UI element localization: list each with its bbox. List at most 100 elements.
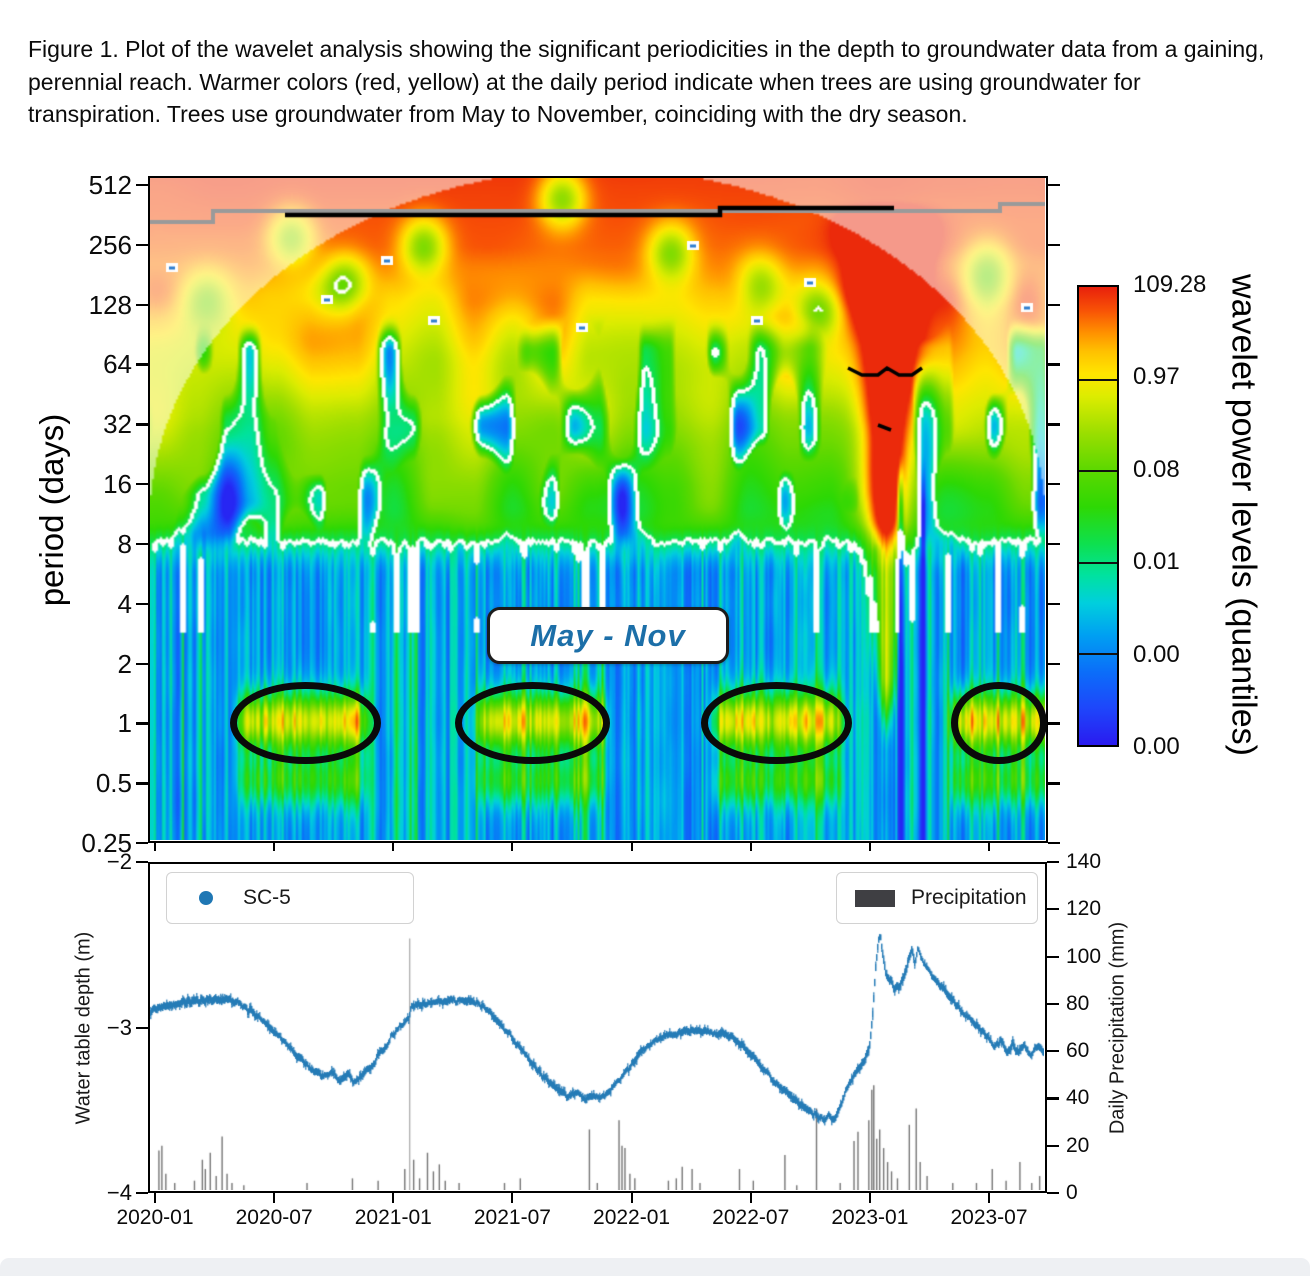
wavelet-y-tick-left [136,243,148,247]
wavelet-x-tick [392,843,395,851]
wavelet-y-tick-right [1048,542,1060,546]
ts-x-tick-label: 2023-01 [831,1206,909,1229]
wavelet-y-tick-left [136,662,148,665]
wavelet-y-tick-left [136,183,148,187]
ts-x-tick [630,1193,633,1203]
ts-y-tick-left [136,1192,148,1195]
ts-y-tick-label-left: −4 [106,1180,132,1205]
wavelet-y-tick-label: 64 [103,349,132,380]
ts-y-tick-right [1047,908,1059,911]
ts-x-tick-label: 2022-01 [593,1206,671,1229]
legend-sc5-label: SC-5 [243,886,291,909]
wavelet-y-tick-label: 0.5 [95,768,132,799]
ts-x-tick [749,1193,752,1203]
ts-x-tick [511,1193,514,1203]
daily-period-ellipse [454,682,610,765]
wavelet-y-tick-label: 16 [103,469,132,500]
ts-y-tick-left [136,861,148,864]
ts-x-tick-label: 2021-01 [354,1206,432,1229]
ts-x-tick-label: 2022-07 [712,1206,790,1229]
ts-x-tick [153,1193,156,1203]
ts-y-tick-right [1047,955,1059,958]
ts-x-tick-label: 2020-07 [235,1206,313,1229]
ts-y-tick-label-right: 20 [1066,1133,1090,1157]
wavelet-y-axis-label: period (days) [33,413,70,607]
wavelet-y-tick-right [1048,183,1060,187]
legend-precipitation: Precipitation [836,872,1038,924]
ts-y-tick-right [1047,1097,1059,1100]
sc5-marker-icon [199,891,213,905]
colorbar-title: wavelet power levels (quantiles) [1224,274,1263,756]
wavelet-y-tick-left [136,423,148,426]
wavelet-x-tick [988,843,990,851]
wavelet-y-tick-label: 2 [117,648,132,679]
wavelet-y-tick-right [1048,602,1060,606]
colorbar [1077,285,1119,747]
colorbar-level-tick [1079,470,1117,473]
precipitation-swatch-icon [855,889,895,907]
colorbar-tick-label: 0.01 [1133,548,1180,576]
ts-y-tick-right [1047,861,1059,864]
wavelet-y-tick-left [136,483,148,486]
daily-period-ellipse [701,682,852,765]
ts-x-tick [392,1193,395,1203]
wavelet-y-tick-right [1048,722,1060,725]
timeseries-right-axis-label: Daily Precipitation (mm) [1106,921,1129,1135]
wavelet-y-tick-left [136,842,148,845]
ts-x-tick-label: 2023-07 [950,1206,1028,1229]
wavelet-y-tick-left [136,303,148,306]
colorbar-tick-label: 0.08 [1133,455,1180,483]
wavelet-y-tick-right [1048,842,1060,845]
wavelet-x-tick [749,843,752,851]
ts-y-tick-label-right: 40 [1066,1086,1090,1110]
ts-y-tick-right [1047,1002,1059,1006]
colorbar-tick-label: 0.00 [1133,640,1180,668]
wavelet-y-tick-right [1048,483,1060,486]
colorbar-tick-label: 0.97 [1133,363,1180,391]
ts-y-tick-left [136,1026,148,1029]
figure-caption: Figure 1. Plot of the wavelet analysis s… [28,36,1265,128]
colorbar-level-tick [1079,653,1117,656]
daily-period-ellipse [230,682,382,765]
wavelet-x-tick [153,843,156,851]
ts-y-tick-right [1047,1050,1059,1053]
wavelet-y-tick-right [1048,243,1060,247]
wavelet-y-tick-right [1048,363,1060,366]
wavelet-y-tick-label: 32 [103,409,132,440]
legend-precipitation-label: Precipitation [911,886,1027,909]
wavelet-y-tick-right [1048,662,1060,665]
ts-x-tick-label: 2020-01 [116,1206,194,1229]
may-nov-label: May - Nov [530,617,686,653]
wavelet-x-tick [273,843,276,851]
wavelet-y-tick-label: 128 [88,289,132,320]
colorbar-tick-label: 109.28 [1133,271,1207,298]
wavelet-x-tick [868,843,871,851]
ts-x-tick-label: 2021-07 [473,1206,551,1229]
wavelet-y-tick-left [136,782,148,785]
wavelet-y-tick-label: 8 [117,528,132,559]
wavelet-y-tick-left [136,363,148,366]
ts-y-tick-label-left: −3 [106,1014,132,1040]
ts-x-tick [273,1193,276,1203]
daily-period-ellipse [951,682,1047,765]
wavelet-y-tick-right [1048,303,1060,306]
wavelet-y-tick-right [1048,423,1060,426]
wavelet-y-tick-left [136,542,148,546]
ts-y-tick-label-right: 80 [1066,991,1090,1015]
wavelet-y-tick-left [136,722,148,725]
wavelet-y-tick-right [1048,782,1060,785]
wavelet-y-tick-label: 1 [117,708,132,739]
ts-y-tick-label-right: 140 [1066,850,1102,873]
ts-y-tick-label-right: 120 [1066,897,1102,921]
wavelet-y-tick-label: 4 [117,588,132,619]
ts-y-tick-label-right: 100 [1066,944,1102,968]
ts-y-tick-right [1047,1144,1059,1147]
ts-x-tick [868,1193,871,1203]
colorbar-level-tick [1079,378,1117,381]
wavelet-y-tick-left [136,602,148,606]
wavelet-x-tick [511,843,514,851]
ts-x-tick [988,1193,990,1203]
may-nov-annotation: May - Nov [487,607,729,664]
window-edge [0,1258,1310,1276]
ts-y-tick-label-right: 60 [1066,1039,1090,1063]
